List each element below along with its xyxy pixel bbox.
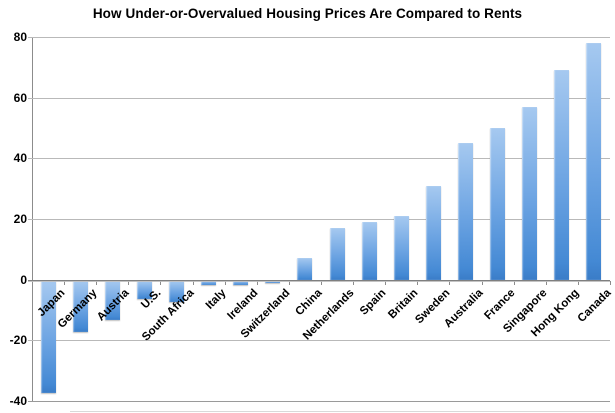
plot-area: Japan Germany Austria U.S. South Africa Italy… xyxy=(28,37,613,402)
bar xyxy=(169,280,184,302)
y-axis-tick-label: -20 xyxy=(9,333,27,347)
gridline xyxy=(28,401,610,402)
chart-title: How Under-or-Overvalued Housing Prices A… xyxy=(92,6,523,21)
x-axis-tick xyxy=(160,280,161,285)
y-axis-tick-label: 0 xyxy=(20,273,27,287)
x-axis-tick xyxy=(96,280,97,285)
bottom-border xyxy=(70,411,615,412)
bar xyxy=(201,280,217,286)
x-axis-tick xyxy=(64,280,65,285)
x-axis-tick xyxy=(128,280,129,285)
bar xyxy=(40,280,56,393)
bar xyxy=(393,215,409,280)
bar xyxy=(136,280,152,299)
y-axis-tick-label: -40 xyxy=(9,394,27,408)
bar xyxy=(586,43,602,280)
bar xyxy=(554,70,570,280)
bar xyxy=(361,222,377,280)
x-axis-tick xyxy=(193,280,194,285)
bar xyxy=(297,258,313,280)
x-axis-tick xyxy=(289,280,290,285)
gridline xyxy=(28,37,610,38)
x-axis-tick xyxy=(449,280,450,285)
bar xyxy=(458,143,473,280)
bar xyxy=(265,280,281,283)
x-axis-tick xyxy=(385,280,386,285)
bar xyxy=(522,106,538,280)
x-axis-tick xyxy=(257,280,258,285)
gridline xyxy=(28,158,610,159)
bar xyxy=(104,280,120,321)
y-axis-tick-label: 60 xyxy=(13,91,27,105)
bar xyxy=(72,280,88,333)
x-axis-tick xyxy=(578,280,579,285)
x-axis-tick xyxy=(353,280,354,285)
y-axis-tick-label: 20 xyxy=(13,212,27,226)
x-axis-tick xyxy=(514,280,515,285)
gridline xyxy=(28,219,610,220)
zero-axis-line xyxy=(28,280,610,281)
bar xyxy=(425,185,441,280)
x-axis-tick xyxy=(546,280,547,285)
bar xyxy=(490,128,506,280)
y-axis-tick-label: 40 xyxy=(13,151,27,165)
bar xyxy=(329,228,345,280)
gridline xyxy=(28,340,610,341)
x-axis-tick xyxy=(417,280,418,285)
gridline xyxy=(28,98,610,99)
x-axis-tick xyxy=(610,280,611,285)
x-axis-tick xyxy=(321,280,322,285)
x-axis-tick xyxy=(482,280,483,285)
y-axis-tick-label: 80 xyxy=(13,30,27,44)
bar xyxy=(233,280,249,286)
x-axis-tick xyxy=(225,280,226,285)
